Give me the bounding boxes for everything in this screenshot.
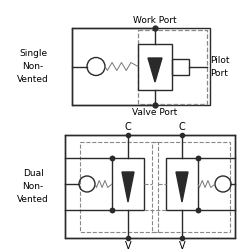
Text: Single
Non-
Vented: Single Non- Vented <box>17 50 49 84</box>
Polygon shape <box>148 58 162 82</box>
Text: Work Port: Work Port <box>133 16 177 25</box>
Bar <box>80 142 158 232</box>
Text: Dual
Non-
Vented: Dual Non- Vented <box>17 170 49 203</box>
Bar <box>172 59 189 75</box>
Text: V: V <box>179 241 185 250</box>
Bar <box>138 30 207 104</box>
Bar <box>72 28 210 105</box>
Bar <box>166 158 198 210</box>
Text: C: C <box>178 122 186 132</box>
Polygon shape <box>122 172 134 202</box>
Bar <box>138 44 172 90</box>
Bar <box>152 142 230 232</box>
Text: C: C <box>124 122 132 132</box>
Bar <box>65 135 235 238</box>
Bar <box>112 158 144 210</box>
Text: Valve Port: Valve Port <box>132 108 178 117</box>
Polygon shape <box>176 172 188 202</box>
Text: Pilot
Port: Pilot Port <box>210 56 230 78</box>
Text: V: V <box>125 241 131 250</box>
